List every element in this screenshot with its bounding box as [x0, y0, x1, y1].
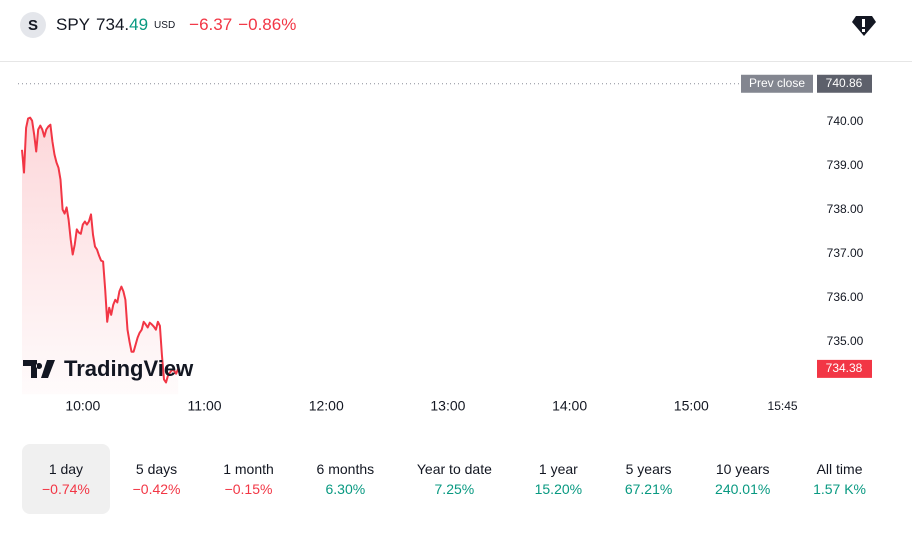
prev-close-value: 740.86 [826, 76, 863, 90]
period-label: 5 days [135, 461, 178, 477]
price-main: 734. [96, 15, 130, 34]
period-label: 5 years [625, 461, 672, 477]
y-tick-label: 736.00 [827, 290, 864, 304]
divider [0, 61, 912, 62]
price-line [21, 116, 180, 384]
period-change: −0.42% [132, 481, 181, 497]
x-tick-label: 10:00 [65, 398, 100, 414]
period-tabs: 1 day −0.74% 5 days −0.42% 1 month −0.15% 6 mo… [22, 444, 886, 514]
currency: USD [154, 19, 176, 31]
watermark-text: TradingView [64, 356, 194, 381]
x-tick-label: 15:45 [768, 399, 798, 413]
y-tick-label: 738.00 [827, 202, 864, 216]
y-tick-label: 737.00 [827, 246, 864, 260]
area [22, 117, 179, 395]
x-tick-label: 13:00 [430, 398, 465, 414]
period-tab[interactable]: 6 months 6.30% [297, 444, 395, 514]
price: 734.49 [96, 15, 148, 35]
period-tab[interactable]: 5 years 67.21% [605, 444, 692, 514]
period-label: 1 month [223, 461, 274, 477]
y-tick-label: 735.00 [827, 334, 864, 348]
last-value-label: 734.38 [826, 361, 863, 375]
period-tab[interactable]: 1 month −0.15% [203, 444, 294, 514]
period-change: 15.20% [534, 481, 583, 497]
prev-close-label: Prev close [749, 76, 805, 90]
chart: 735.00 736.00 737.00 738.00 739.00 740.00 10:0… [18, 16, 876, 414]
change-percent: −0.86% [238, 15, 297, 34]
period-tab[interactable]: 10 years 240.01% [695, 444, 790, 514]
period-tab[interactable]: 1 year 15.20% [515, 444, 602, 514]
period-label: All time [816, 461, 863, 477]
period-label: 10 years [715, 461, 770, 477]
period-change: 6.30% [325, 481, 366, 497]
period-change: 1.57 K% [813, 481, 866, 497]
prev-close-value-tag [817, 74, 872, 93]
prev-close-tag [741, 74, 813, 93]
header: S SPY 734.49 USD −6.37 −0.86% [20, 10, 296, 40]
period-tab[interactable]: 1 day −0.74% [22, 444, 110, 514]
x-tick-label: 11:00 [188, 398, 222, 414]
period-tab[interactable]: 5 days −0.42% [113, 444, 201, 514]
period-change: 67.21% [624, 481, 673, 497]
x-tick-label: 15:00 [674, 398, 709, 414]
last-value-tag [817, 359, 872, 378]
period-label: Year to date [416, 461, 492, 477]
period-tab[interactable]: Year to date 7.25% [397, 444, 512, 514]
alert-icon[interactable] [852, 16, 876, 36]
period-change: 7.25% [434, 481, 475, 497]
x-tick-label: 12:00 [309, 398, 344, 414]
period-change: −0.15% [224, 481, 273, 497]
change: −6.37 [189, 15, 233, 34]
symbol: SPY [56, 15, 91, 34]
symbol-icon: S [20, 12, 46, 38]
watermark: TradingView [23, 356, 194, 381]
y-tick-label: 740.00 [827, 114, 864, 128]
y-tick-label: 739.00 [827, 158, 864, 172]
period-change: −0.74% [42, 481, 90, 497]
period-tab[interactable]: All time 1.57 K% [793, 444, 886, 514]
period-label: 1 year [538, 461, 578, 477]
period-change: 240.01% [715, 481, 771, 497]
price-decimals: 49 [129, 15, 149, 34]
period-label: 6 months [316, 461, 375, 477]
x-tick-label: 14:00 [552, 398, 587, 414]
period-label: 1 day [48, 461, 84, 477]
watermark-logo [23, 360, 55, 378]
